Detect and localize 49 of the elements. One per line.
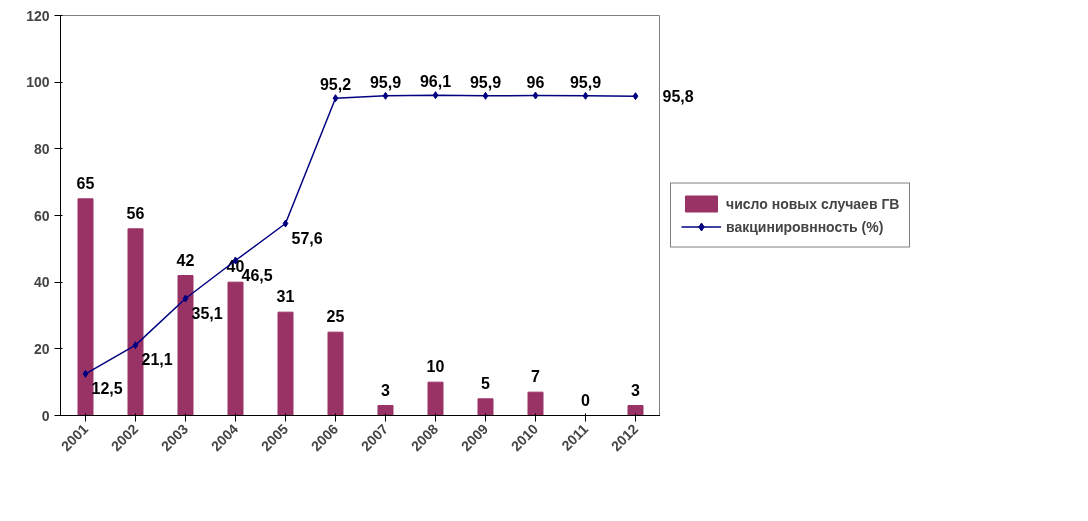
data-label: 25	[326, 308, 345, 326]
data-label: 95,9	[469, 73, 502, 91]
y-tick-label: 20	[33, 340, 50, 357]
data-label: 5	[481, 374, 491, 392]
point	[632, 92, 639, 101]
point	[82, 369, 89, 378]
legend-label: вакцинировнность (%)	[726, 218, 884, 235]
point	[532, 91, 539, 100]
data-label: 31	[276, 288, 295, 306]
y-tick-label: 0	[41, 407, 50, 424]
bar	[527, 391, 544, 416]
data-label: 95,9	[569, 73, 602, 91]
y-tick-label: 100	[26, 74, 50, 91]
point	[382, 91, 389, 100]
data-label: 3	[631, 381, 641, 399]
bar	[177, 275, 194, 416]
bar	[477, 398, 494, 416]
point	[132, 341, 139, 350]
bar	[77, 198, 94, 416]
point	[432, 91, 439, 100]
point	[182, 294, 189, 303]
data-label: 95,8	[662, 88, 694, 106]
y-tick-label: 120	[26, 7, 50, 24]
data-label: 42	[176, 251, 195, 269]
bar	[627, 405, 644, 416]
data-label: 3	[381, 381, 391, 399]
data-label: 95,2	[319, 76, 352, 94]
bar	[427, 381, 444, 416]
y-tick-label: 60	[33, 207, 50, 224]
y-tick-label: 40	[33, 274, 50, 291]
bar	[127, 228, 144, 416]
point	[332, 94, 339, 103]
data-label: 7	[531, 368, 541, 386]
data-label: 10	[426, 358, 445, 376]
point	[582, 91, 589, 100]
data-label: 57,6	[291, 229, 323, 247]
bar	[277, 311, 294, 416]
data-label: 65	[76, 174, 95, 192]
bar	[377, 405, 394, 416]
data-label: 0	[581, 391, 591, 409]
bar	[327, 331, 344, 416]
legend-label: число новых случаев ГВ	[726, 195, 900, 212]
data-label: 95,9	[369, 73, 402, 91]
point	[282, 219, 289, 228]
data-label: 96	[526, 73, 545, 91]
data-label: 96,1	[419, 73, 452, 91]
y-tick-label: 80	[33, 140, 50, 157]
point	[482, 91, 489, 100]
data-label: 56	[126, 204, 145, 222]
